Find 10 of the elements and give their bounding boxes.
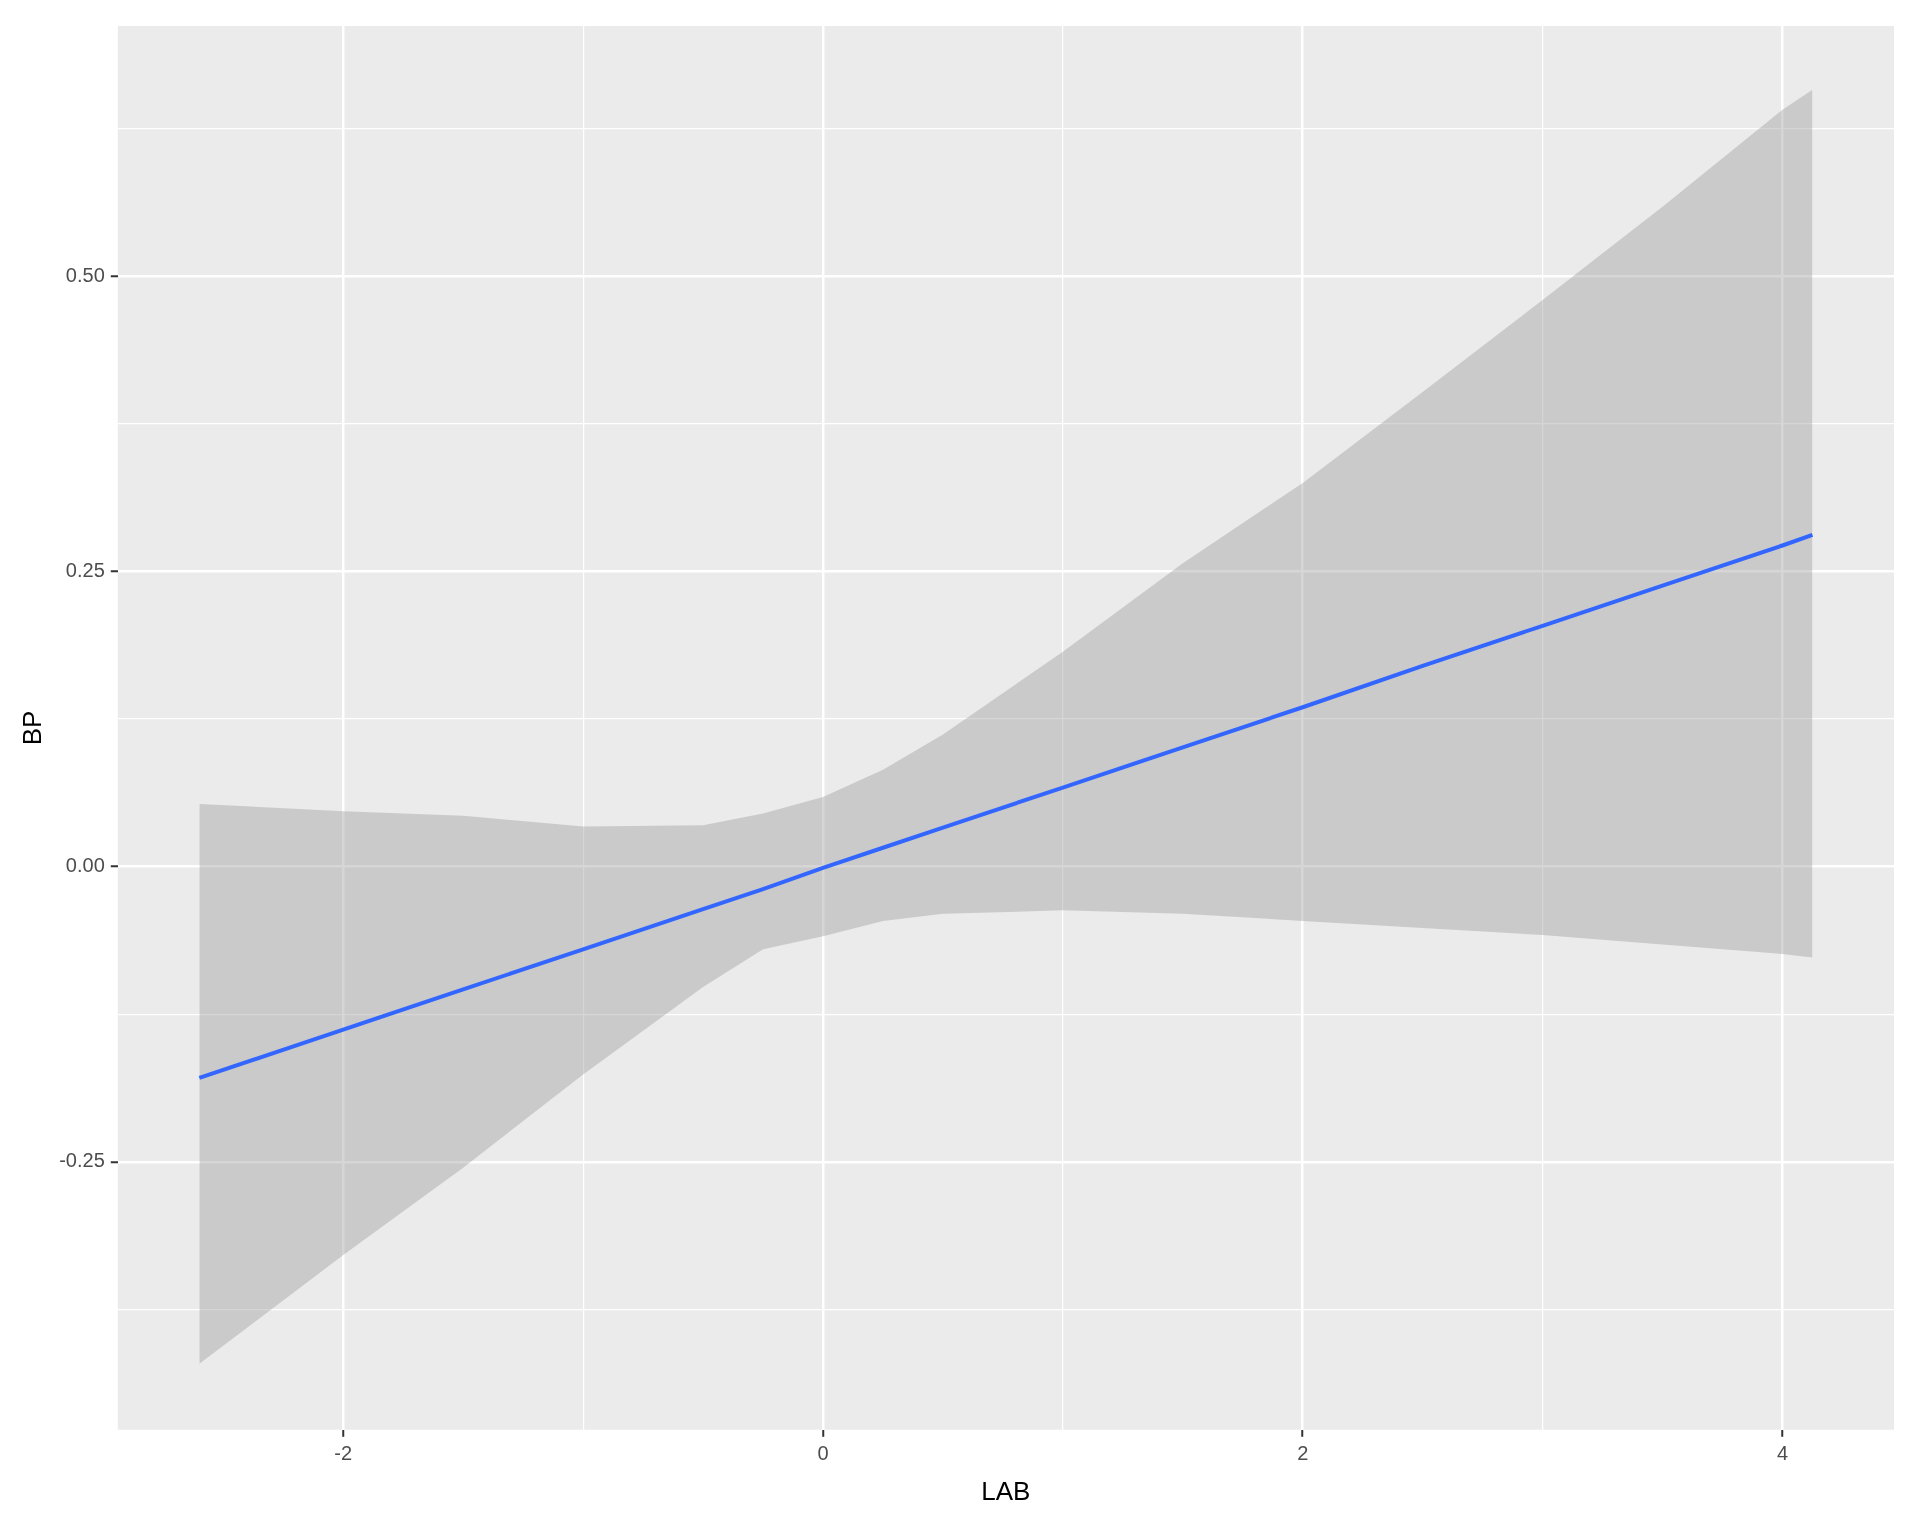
y-tick-label: 0.00 — [65, 854, 105, 877]
x-axis-title: LAB — [981, 1475, 1031, 1506]
x-tick-label: 2 — [1297, 1442, 1309, 1465]
x-tick-label: 4 — [1776, 1442, 1789, 1465]
x-tick-label: -2 — [334, 1442, 353, 1465]
y-tick-label: 0.50 — [65, 263, 105, 286]
x-tick-label: 0 — [817, 1442, 829, 1465]
y-axis-title: BP — [16, 710, 47, 746]
y-tick-label: 0.25 — [65, 558, 105, 581]
y-tick-label: -0.25 — [59, 1149, 105, 1172]
